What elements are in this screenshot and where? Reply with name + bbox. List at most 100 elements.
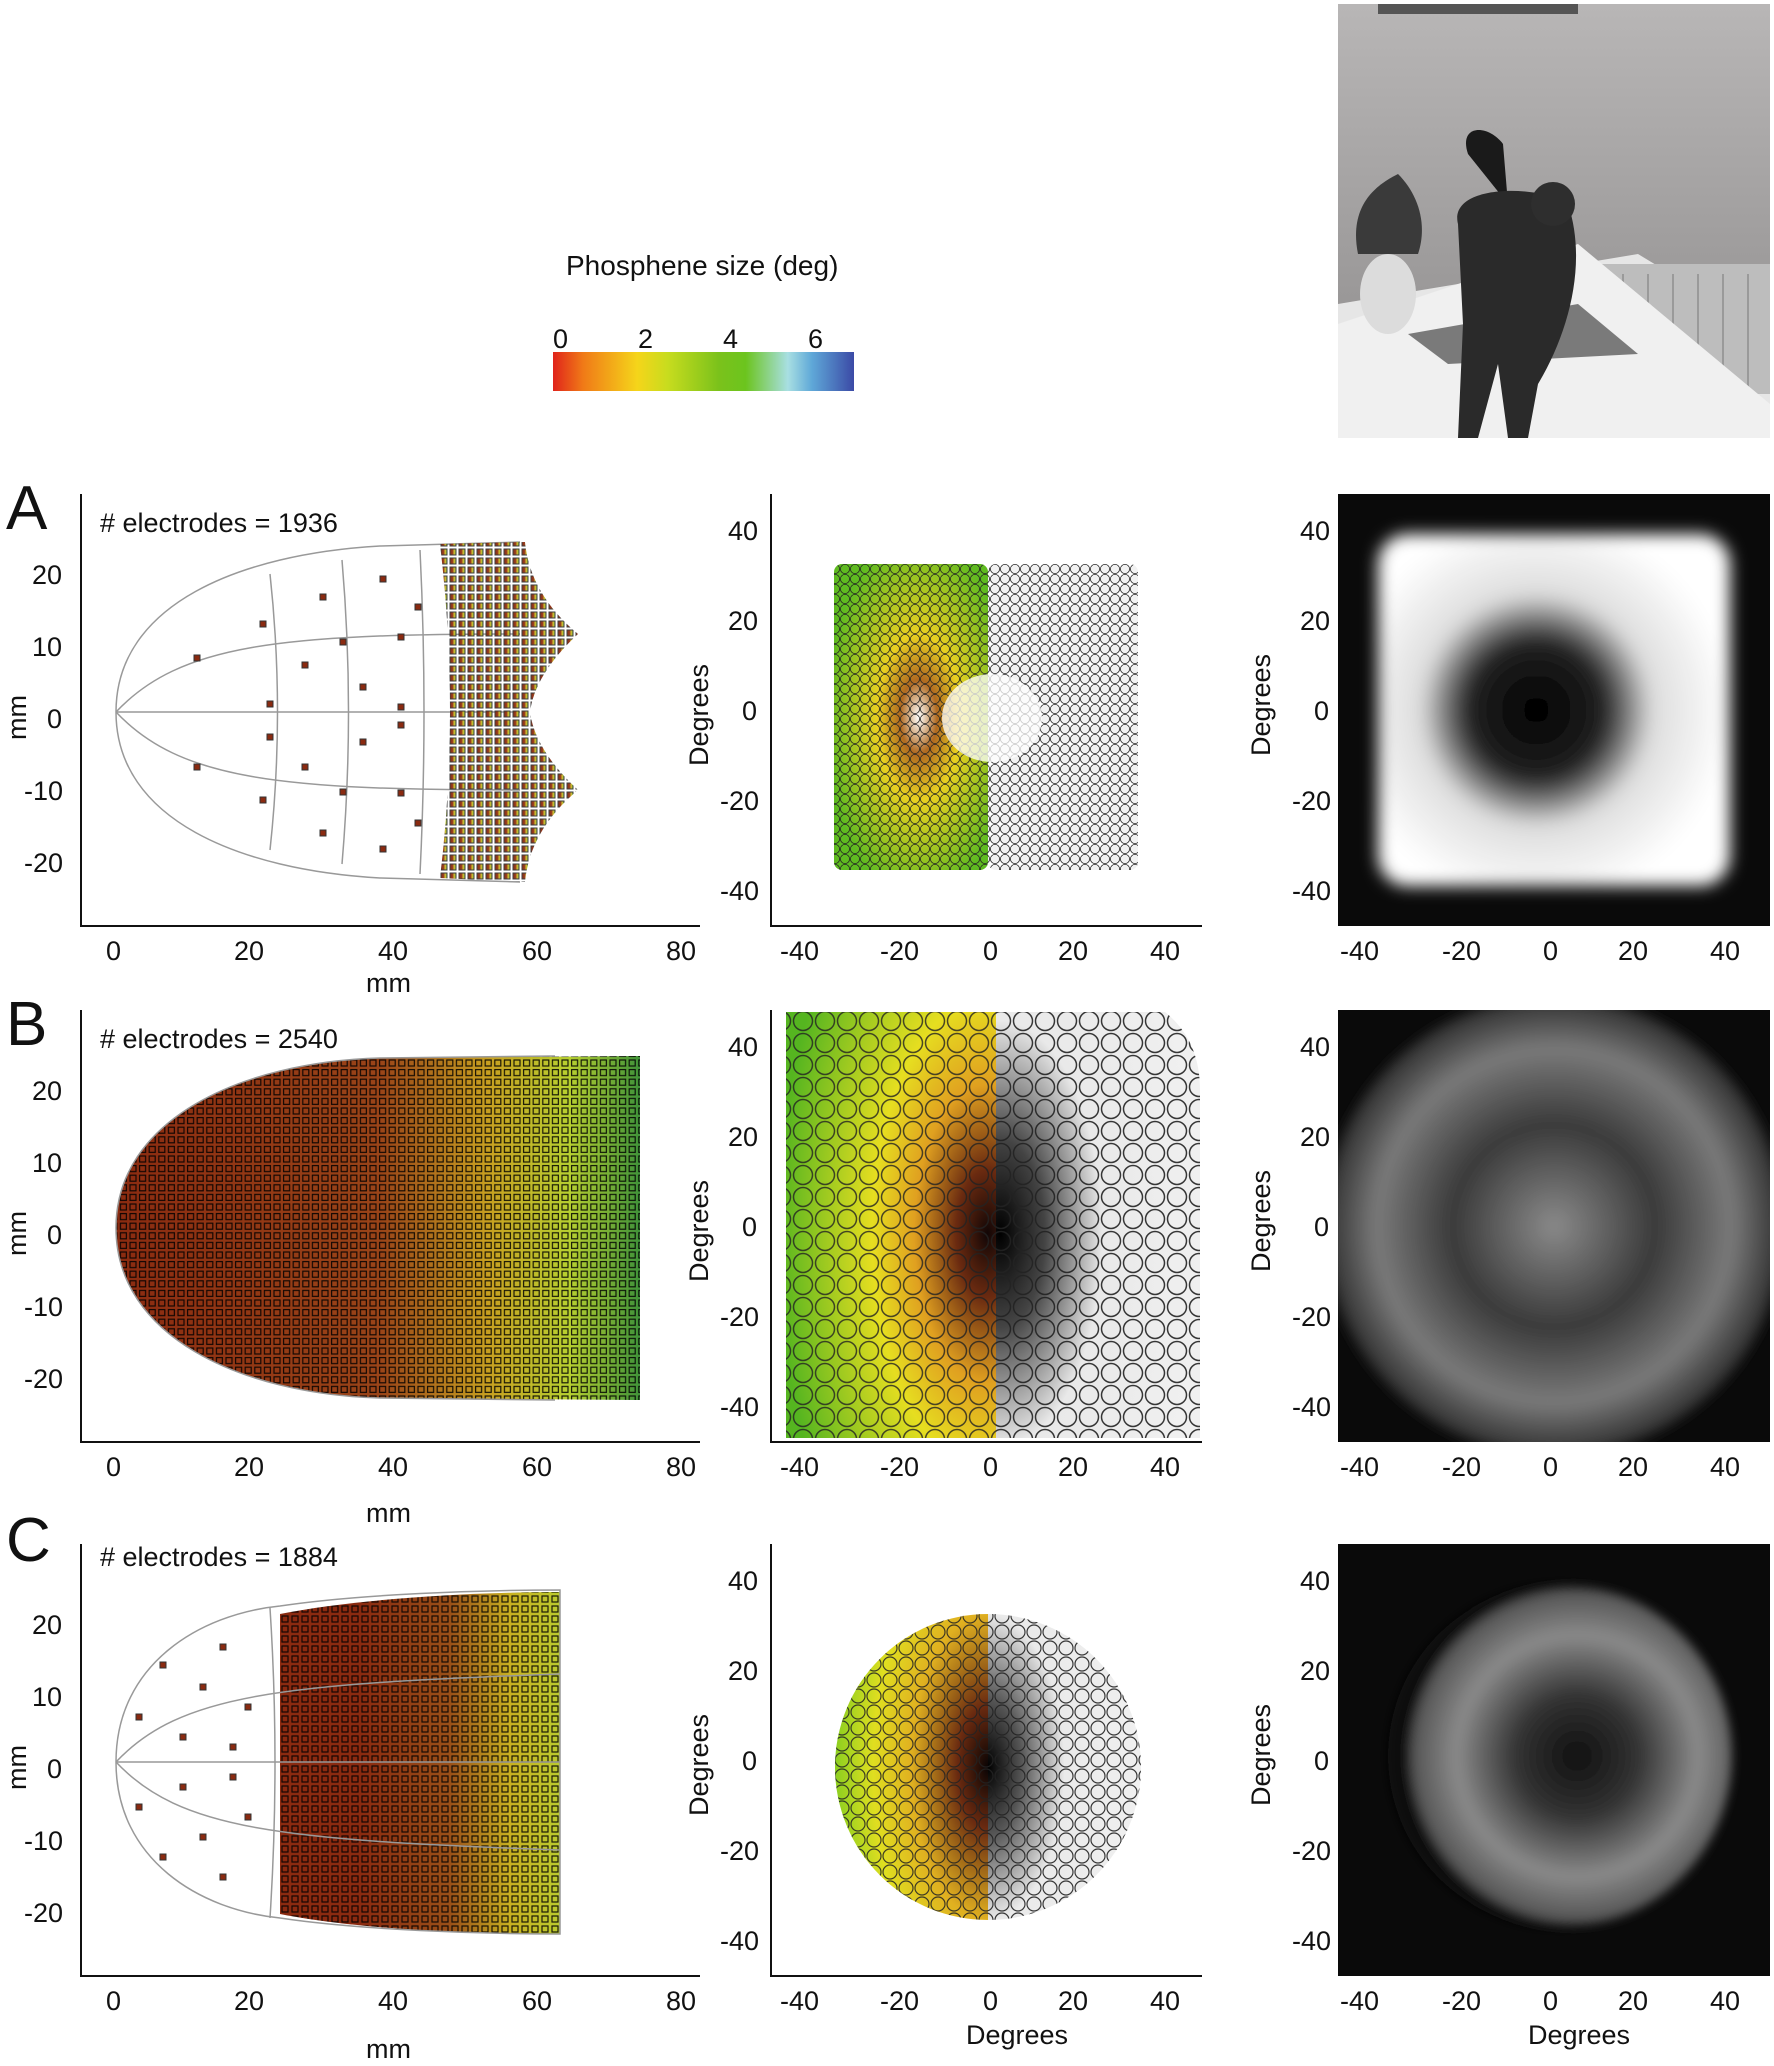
y-tick: -40 <box>1292 876 1332 906</box>
y-tick: -20 <box>720 786 760 816</box>
cortex-b-y-axis <box>80 1010 82 1442</box>
electrode-count-a: # electrodes = 1936 <box>100 508 338 538</box>
y-tick: -20 <box>720 1302 760 1332</box>
y-tick: 40 <box>1300 516 1331 546</box>
x-tick: 60 <box>522 936 553 966</box>
cortex-a-x-axis <box>80 925 700 927</box>
y-tick: 0 <box>742 696 758 726</box>
x-tick: 40 <box>1710 1452 1741 1482</box>
y-tick: -20 <box>24 848 64 878</box>
x-tick: -40 <box>1340 1986 1380 2016</box>
x-tick: 20 <box>1618 1452 1649 1482</box>
y-tick: 10 <box>32 632 63 662</box>
x-tick: 60 <box>522 1986 553 2016</box>
electrode-count-b: # electrodes = 2540 <box>100 1024 338 1054</box>
x-axis-label: Degrees <box>1528 2020 1631 2050</box>
vf-b-x-axis <box>770 1441 1202 1443</box>
render-b-simulated-vision <box>1338 1010 1770 1442</box>
y-axis-label: Degrees <box>684 1179 714 1282</box>
y-tick: -10 <box>24 1292 64 1322</box>
y-tick: 20 <box>32 560 63 590</box>
x-tick: 0 <box>983 1986 999 2016</box>
render-c-simulated-vision <box>1338 1544 1770 1976</box>
colorbar-tick: 6 <box>808 324 824 354</box>
x-tick: -20 <box>1442 936 1482 966</box>
electrode-count-c: # electrodes = 1884 <box>100 1542 338 1572</box>
x-tick: 20 <box>234 936 265 966</box>
x-tick: 20 <box>1618 936 1649 966</box>
x-tick: 20 <box>1618 1986 1649 2016</box>
y-tick: -20 <box>24 1364 64 1394</box>
y-tick: 40 <box>728 1032 759 1062</box>
x-tick: 80 <box>666 1986 697 2016</box>
x-tick: -40 <box>780 1986 820 2016</box>
colorbar-tick: 0 <box>553 324 569 354</box>
y-tick: 0 <box>47 1754 63 1784</box>
x-tick: 40 <box>378 1986 409 2016</box>
vf-a-x-axis <box>770 925 1202 927</box>
y-tick: -20 <box>720 1836 760 1866</box>
x-tick: 0 <box>983 936 999 966</box>
x-tick: 80 <box>666 936 697 966</box>
x-tick: -20 <box>880 1452 920 1482</box>
x-tick: 20 <box>1058 1986 1089 2016</box>
y-tick: 20 <box>728 1656 759 1686</box>
y-tick: 20 <box>32 1610 63 1640</box>
y-axis-label: Degrees <box>684 663 714 766</box>
x-tick: 40 <box>1150 1452 1181 1482</box>
y-tick: -40 <box>720 1926 760 1956</box>
y-axis-label: Degrees <box>1246 1169 1276 1272</box>
y-tick: 0 <box>47 1220 63 1250</box>
x-axis-label: mm <box>366 1498 411 1528</box>
y-tick: 20 <box>728 1122 759 1152</box>
vf-b-phosphene-map <box>786 1012 1200 1438</box>
x-tick: 40 <box>1710 1986 1741 2016</box>
x-tick: 0 <box>106 1986 122 2016</box>
x-tick: 40 <box>378 1452 409 1482</box>
x-tick: -40 <box>780 1452 820 1482</box>
y-tick: 20 <box>1300 1122 1331 1152</box>
cortex-c-electrode-map <box>115 1589 561 1935</box>
y-tick: -20 <box>1292 786 1332 816</box>
x-tick: 80 <box>666 1452 697 1482</box>
x-tick: 60 <box>522 1452 553 1482</box>
x-tick: 20 <box>1058 1452 1089 1482</box>
y-tick: 0 <box>1314 1212 1330 1242</box>
x-tick: -20 <box>880 936 920 966</box>
vf-a-phosphene-map <box>834 564 1138 870</box>
x-tick: 20 <box>1058 936 1089 966</box>
vf-c-y-axis <box>770 1544 772 1976</box>
y-tick: 40 <box>728 1566 759 1596</box>
vf-c-x-axis <box>770 1975 1202 1977</box>
y-tick: -10 <box>24 776 64 806</box>
y-tick: -10 <box>24 1826 64 1856</box>
x-axis-label: mm <box>366 968 411 998</box>
x-tick: 0 <box>1543 1986 1559 2016</box>
x-tick: 20 <box>234 1986 265 2016</box>
x-tick: 0 <box>983 1452 999 1482</box>
colorbar-tick: 2 <box>638 324 654 354</box>
input-cat-photo <box>1338 4 1770 438</box>
x-tick: -40 <box>1340 1452 1380 1482</box>
x-tick: -20 <box>880 1986 920 2016</box>
x-tick: -20 <box>1442 1452 1482 1482</box>
y-tick: 20 <box>32 1076 63 1106</box>
cortex-c-y-axis <box>80 1544 82 1976</box>
panel-letter-c: C <box>6 1506 51 1575</box>
y-tick: -20 <box>24 1898 64 1928</box>
vf-c-phosphene-map <box>835 1614 1141 1920</box>
y-tick: -20 <box>1292 1302 1332 1332</box>
cortex-c-x-axis <box>80 1975 700 1977</box>
render-a-simulated-vision <box>1338 494 1770 926</box>
x-axis-label: mm <box>366 2034 411 2064</box>
x-tick: -40 <box>780 936 820 966</box>
y-tick: 40 <box>728 516 759 546</box>
x-tick: 20 <box>234 1452 265 1482</box>
colorbar-title: Phosphene size (deg) <box>566 250 839 281</box>
y-tick: 0 <box>742 1746 758 1776</box>
y-tick: 20 <box>1300 1656 1331 1686</box>
x-tick: 40 <box>378 936 409 966</box>
y-tick: 0 <box>1314 696 1330 726</box>
y-tick: 40 <box>1300 1566 1331 1596</box>
colorbar <box>553 352 854 391</box>
